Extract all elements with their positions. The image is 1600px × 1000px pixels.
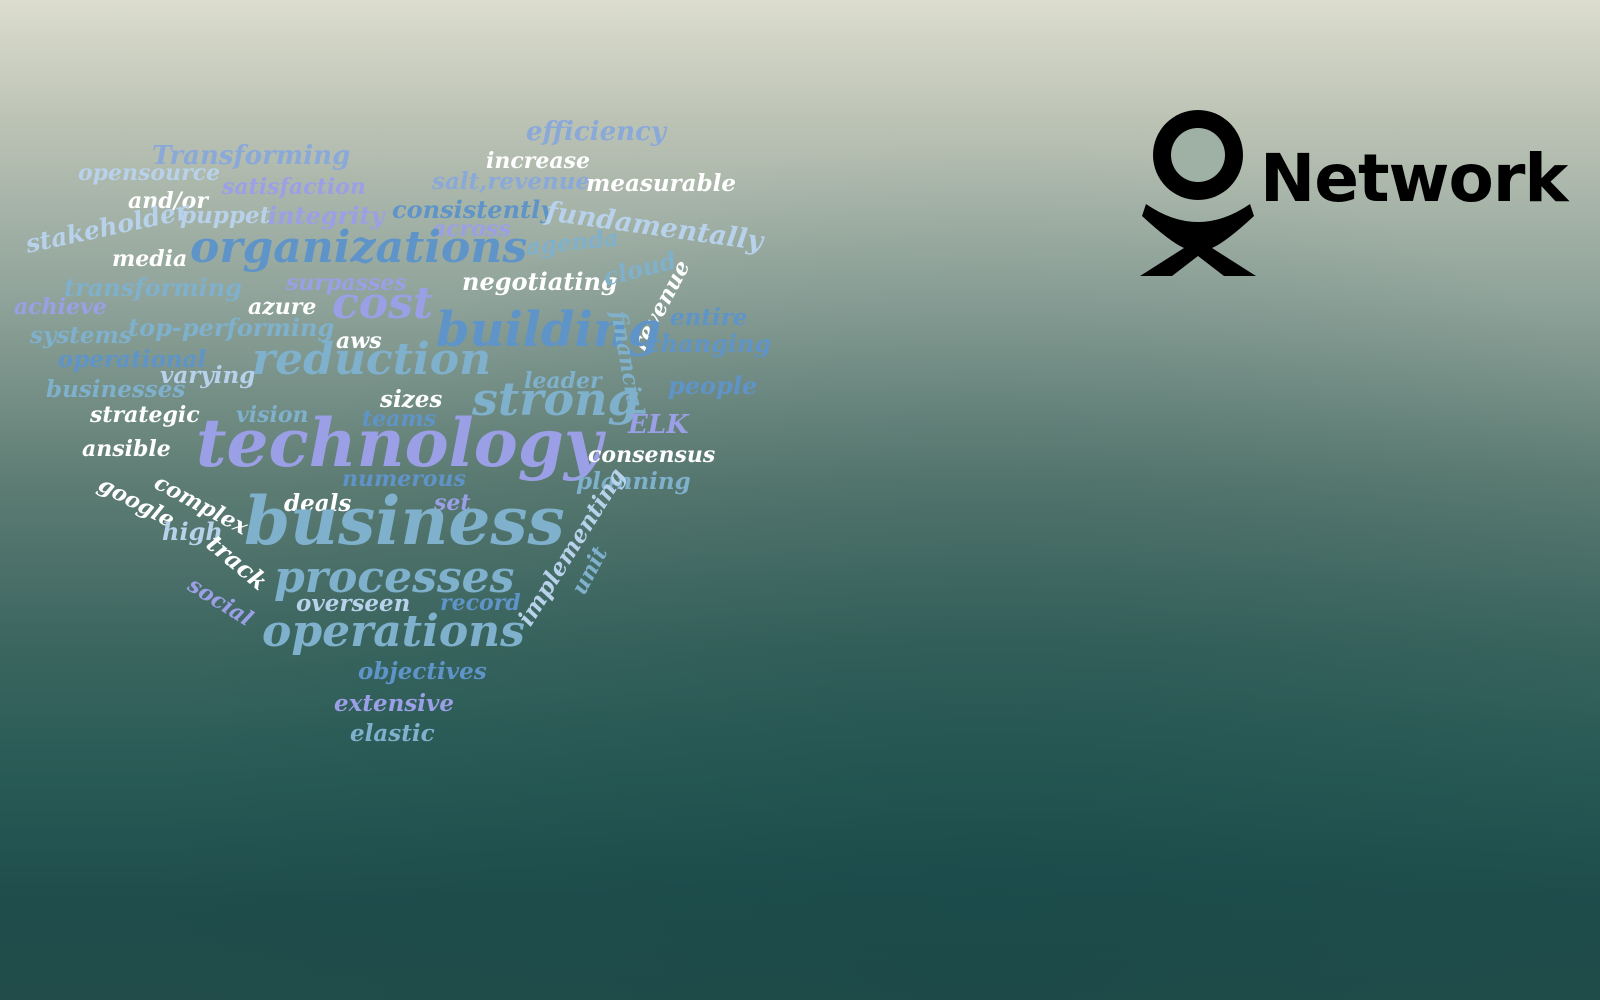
cloud-word: Transforming xyxy=(152,141,351,171)
cloud-word: across xyxy=(432,216,511,242)
cloud-word: aws xyxy=(336,328,382,354)
cloud-word: technology xyxy=(196,404,603,482)
cloud-word: record xyxy=(440,590,521,616)
cloud-word: vision xyxy=(236,402,309,428)
cloud-word: deals xyxy=(284,490,352,517)
cloud-word: people xyxy=(668,371,758,400)
cloud-word: azure xyxy=(248,294,317,320)
cloud-word: high xyxy=(162,517,223,546)
cloud-word: ELK xyxy=(628,410,689,440)
cloud-word: sizes xyxy=(380,386,443,413)
cloud-word: numerous xyxy=(342,466,466,492)
cloud-word: agenda xyxy=(524,224,621,261)
cloud-word: strategic xyxy=(90,402,200,428)
cloud-word: varying xyxy=(160,362,256,389)
cloud-word: overseen xyxy=(296,590,411,617)
cloud-word: increase xyxy=(486,148,590,174)
cloud-word: objectives xyxy=(358,658,487,685)
cloud-word: changing xyxy=(646,329,772,358)
cloud-word: cost xyxy=(332,278,434,329)
cloud-word: efficiency xyxy=(526,117,667,147)
cloud-word: teams xyxy=(362,406,437,432)
cloud-word: and/or xyxy=(128,188,208,214)
cloud-word: business xyxy=(244,482,565,560)
cloud-word: building xyxy=(436,302,662,358)
network-logo: Network xyxy=(1140,98,1600,288)
cloud-word: negotiating xyxy=(462,267,618,296)
cloud-word: set xyxy=(434,490,471,516)
cloud-word: measurable xyxy=(586,170,737,197)
cloud-word: achieve xyxy=(14,294,107,320)
cloud-word: elastic xyxy=(350,720,435,747)
cloud-word: top-performing xyxy=(128,313,335,342)
cloud-word: transforming xyxy=(64,273,242,302)
cloud-word: planning xyxy=(576,468,691,495)
cloud-word: entire xyxy=(670,304,748,331)
cloud-word: organizations xyxy=(190,222,528,273)
person-logo-icon xyxy=(1140,110,1256,276)
cloud-word: puppet xyxy=(180,202,271,229)
word-cloud-heart: efficiency Transforming increase opensou… xyxy=(0,0,771,760)
cloud-word: ansible xyxy=(82,436,171,462)
cloud-word: processes xyxy=(274,552,515,603)
cloud-word: systems xyxy=(30,322,132,349)
cloud-word: operational xyxy=(58,346,207,373)
cloud-word: leader xyxy=(524,368,602,394)
cloud-word: opensource xyxy=(78,160,221,186)
logo-wordmark: Network xyxy=(1260,140,1568,217)
cloud-word: extensive xyxy=(334,690,455,717)
cloud-word: satisfaction xyxy=(222,174,366,200)
cloud-word: salt,revenue xyxy=(432,168,591,195)
cloud-word: strong xyxy=(472,372,640,426)
cloud-word: consistently xyxy=(392,195,555,224)
cloud-word: media xyxy=(112,246,188,272)
cloud-word: consensus xyxy=(588,442,716,468)
cloud-word: surpasses xyxy=(286,270,407,296)
cloud-word: businesses xyxy=(46,376,186,403)
cloud-word: integrity xyxy=(268,201,385,230)
cloud-word: reduction xyxy=(252,334,492,385)
cloud-word: operations xyxy=(262,606,525,657)
